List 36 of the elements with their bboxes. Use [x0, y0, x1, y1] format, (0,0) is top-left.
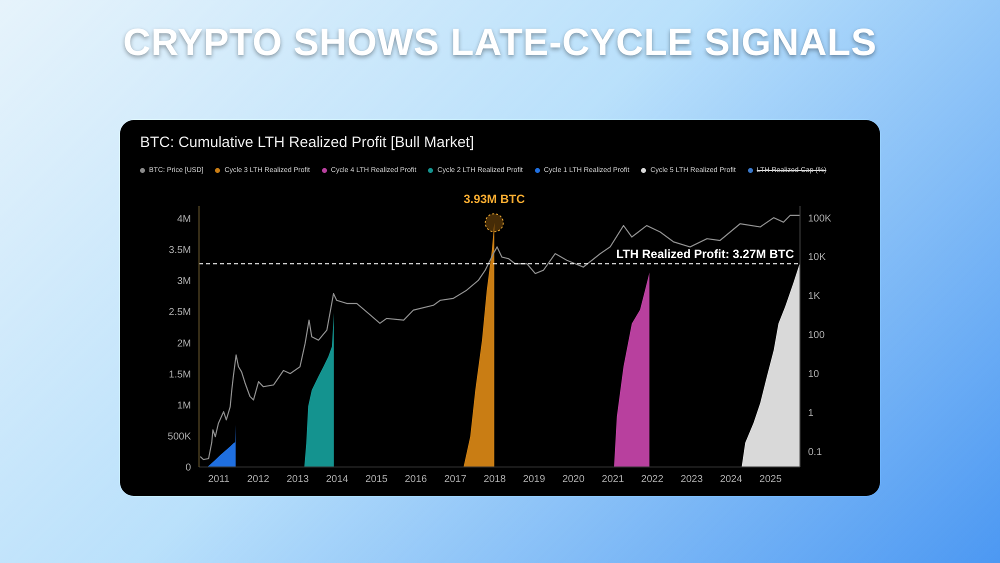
x-tick-label: 2022: [641, 474, 664, 486]
x-tick-label: 2025: [759, 474, 782, 486]
y2-tick-label: 100: [808, 330, 826, 342]
x-tick-label: 2023: [680, 474, 704, 486]
y-tick-label: 2.5M: [168, 307, 191, 318]
y2-tick-label: 10K: [808, 252, 826, 264]
x-tick-label: 2013: [286, 474, 310, 486]
x-tick-label: 2019: [522, 474, 546, 486]
x-tick-label: 2018: [484, 474, 506, 486]
chart-title: CRYPTO SHOWS LATE-CYCLE SIGNALS: [122, 22, 878, 65]
x-tick-label: 2012: [247, 474, 270, 486]
chart-subtitle: BTC: Cumulative LTH Realized Profit [Bull Market]: [140, 134, 474, 151]
y2-tick-label: 0.1: [808, 447, 822, 458]
y-tick-label: 500K: [168, 431, 192, 442]
x-tick-label: 2021: [602, 474, 624, 486]
x-tick-label: 2024: [720, 474, 743, 486]
y2-tick-label: 100K: [808, 213, 832, 224]
y2-tick-label: 1: [808, 408, 814, 420]
line-series: [200, 214, 800, 460]
ref-line-label: LTH Realized Profit: 3.27M BTC: [616, 246, 794, 261]
annotation: 3.93M BTC: [464, 192, 526, 206]
y-tick-label: 3.5M: [168, 245, 191, 256]
x-tick-label: 2017: [444, 474, 467, 486]
x-tick-label: 2016: [404, 474, 428, 486]
y2-tick-label: 1K: [808, 291, 821, 302]
y-tick-label: 0: [185, 462, 192, 474]
x-tick-label: 2020: [562, 474, 586, 486]
y-tick-label: 1M: [177, 400, 191, 412]
x-tick-label: 2014: [326, 474, 349, 486]
y-tick-label: 1.5M: [168, 369, 191, 380]
y2-tick-label: 10: [808, 369, 820, 380]
x-tick-label: 2011: [208, 474, 230, 486]
y-tick-label: 4M: [177, 214, 191, 225]
y-tick-label: 3M: [177, 276, 191, 288]
x-tick-label: 2015: [365, 474, 388, 486]
y-tick-label: 2M: [177, 338, 191, 350]
